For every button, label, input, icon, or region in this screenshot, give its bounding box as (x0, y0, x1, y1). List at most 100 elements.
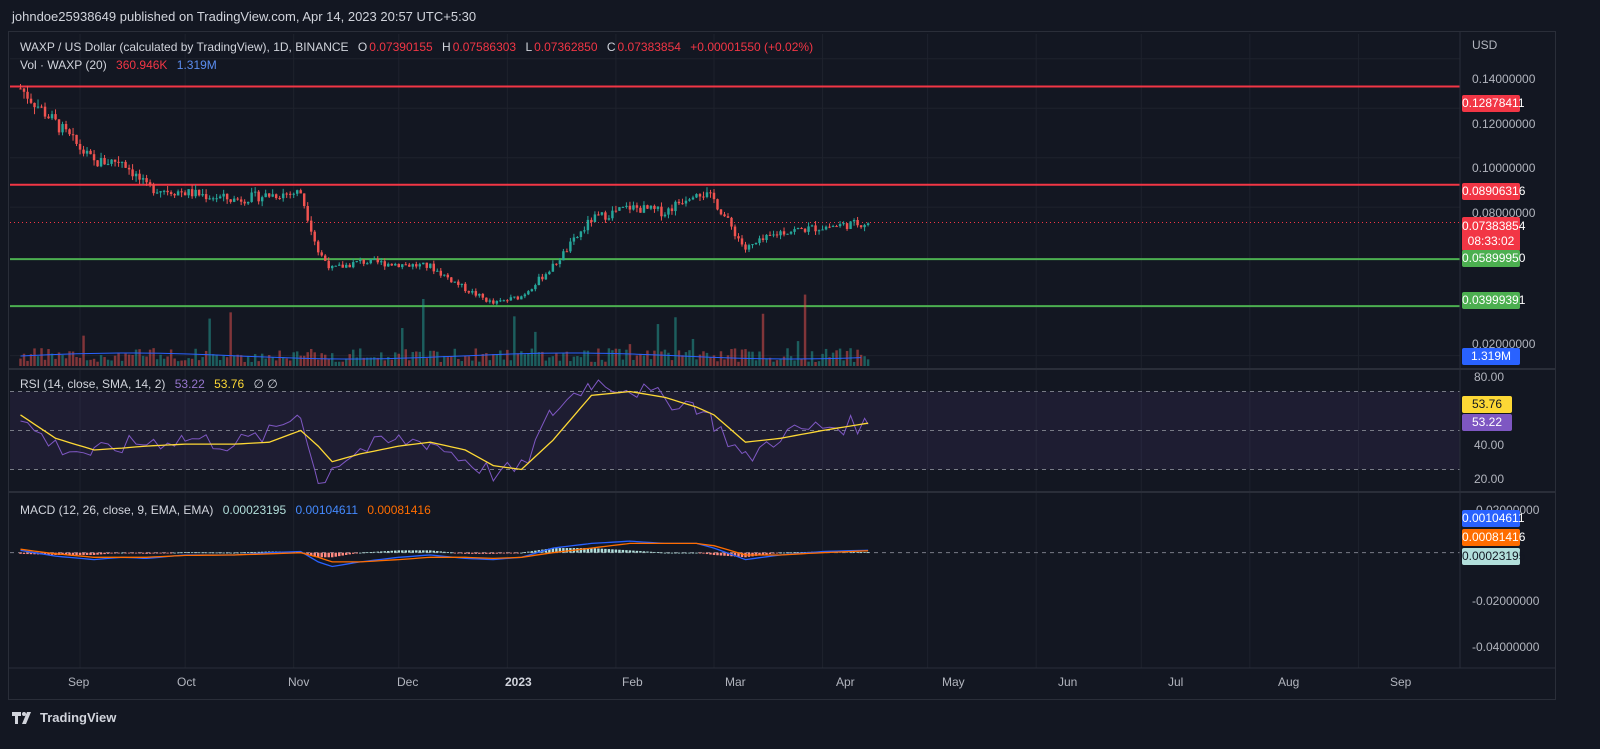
volume-bar (450, 356, 453, 366)
tradingview-logo[interactable]: TradingView (12, 710, 116, 725)
candle-body (78, 143, 82, 150)
candle-body (54, 114, 57, 120)
macd-hist-value: 0.00023195 (222, 503, 287, 517)
volume-bar (471, 360, 474, 366)
candle-body (309, 220, 313, 232)
macd-hist-bar (562, 548, 565, 553)
candle-body (19, 88, 22, 90)
candle-body (551, 263, 555, 272)
volume-bar (859, 354, 863, 366)
candle-body (327, 260, 330, 269)
candle-body (548, 271, 551, 275)
candle-body (807, 226, 810, 232)
volume-bar (513, 316, 516, 366)
macd-hist-bar (75, 552, 78, 555)
volume-bar (828, 357, 831, 366)
candle-body (856, 220, 859, 226)
candle-body (838, 224, 842, 227)
candle-body (208, 198, 211, 200)
candle-body (92, 154, 96, 161)
macd-hist-bar (222, 552, 225, 554)
candle-body (373, 259, 376, 261)
macd-hist-bar (225, 552, 229, 554)
volume-bar (698, 354, 702, 366)
candle-body (274, 194, 278, 199)
macd-hist-bar (383, 551, 386, 553)
volume-bar (607, 348, 611, 366)
volume-bar (106, 359, 110, 366)
volume-bar (576, 356, 579, 366)
volume-bar (306, 352, 309, 366)
macd-hist-bar (173, 552, 176, 554)
last-price-value: 0.07383854 (1462, 219, 1526, 233)
macd-hist-bar (408, 550, 411, 553)
macd-hist-bar (330, 552, 334, 558)
volume-legend: Vol · WAXP (20) 360.946K 1.319M (20, 58, 217, 72)
candle-body (401, 264, 404, 268)
candle-body (397, 263, 400, 268)
volume-bar (544, 360, 548, 366)
volume-bar (22, 353, 26, 366)
candle-body (141, 178, 145, 180)
macd-hist-bar (649, 551, 653, 553)
candle-body (572, 237, 576, 242)
macd-hist-bar (523, 552, 527, 553)
volume-bar (663, 349, 667, 366)
macd-hist-bar (320, 552, 323, 558)
macd-hist-bar (411, 550, 415, 553)
macd-hist-bar (215, 552, 218, 554)
candle-body (667, 208, 670, 215)
open-value: 0.07390155 (369, 40, 433, 54)
volume-bar (369, 357, 372, 366)
macd-hist-bar (502, 552, 506, 554)
price-tick: 0.10000000 (1472, 161, 1536, 175)
time-label: Jun (1058, 675, 1078, 689)
candle-body (429, 263, 432, 268)
macd-hist-bar (684, 552, 688, 554)
candle-body (541, 276, 544, 280)
candle-body (810, 225, 814, 227)
volume-bar (43, 359, 47, 366)
volume-bar (632, 359, 635, 366)
volume-bar (99, 355, 103, 366)
macd-hist-bar (162, 552, 166, 554)
macd-hist-bar (131, 552, 134, 554)
volume-bar (737, 361, 740, 366)
volume-bar (558, 360, 562, 366)
macd-hist-bar (453, 552, 457, 554)
volume-bar (611, 350, 614, 366)
candle-body (583, 230, 586, 232)
candle-body (719, 209, 723, 215)
macd-hist-bar (306, 552, 309, 554)
volume-bar (29, 354, 33, 366)
macd-hist-bar (618, 549, 621, 553)
volume-bar (411, 352, 415, 366)
candle-body (639, 207, 642, 213)
volume-bar (68, 351, 71, 366)
macd-tag: 0.00104611 (1462, 510, 1525, 527)
macd-hist-bar (373, 551, 376, 553)
candle-body (194, 189, 197, 197)
candle-body (842, 223, 845, 225)
volume-bar (134, 349, 138, 366)
macd-hist-bar (397, 550, 400, 553)
candle-body (117, 161, 120, 163)
macd-hist-bar (127, 552, 131, 554)
macd-hist-bar (471, 552, 474, 554)
candle-body (26, 91, 29, 99)
macd-hist-bar (187, 552, 190, 554)
macd-hist-bar (243, 552, 246, 554)
macd-hist-bar (856, 551, 859, 553)
volume-bar (586, 350, 590, 366)
candle-body (796, 227, 800, 230)
macd-hist-bar (688, 552, 691, 554)
symbol-label: WAXP / US Dollar (calculated by TradingV… (20, 40, 349, 54)
macd-hist-bar (218, 552, 222, 554)
volume-ma-value: 1.319M (176, 58, 217, 72)
macd-hist-bar (418, 550, 422, 553)
header-bar: johndoe25938649 published on TradingView… (0, 0, 1600, 32)
volume-bar (127, 354, 131, 366)
candle-body (691, 197, 695, 200)
macd-hist-bar (99, 552, 103, 555)
